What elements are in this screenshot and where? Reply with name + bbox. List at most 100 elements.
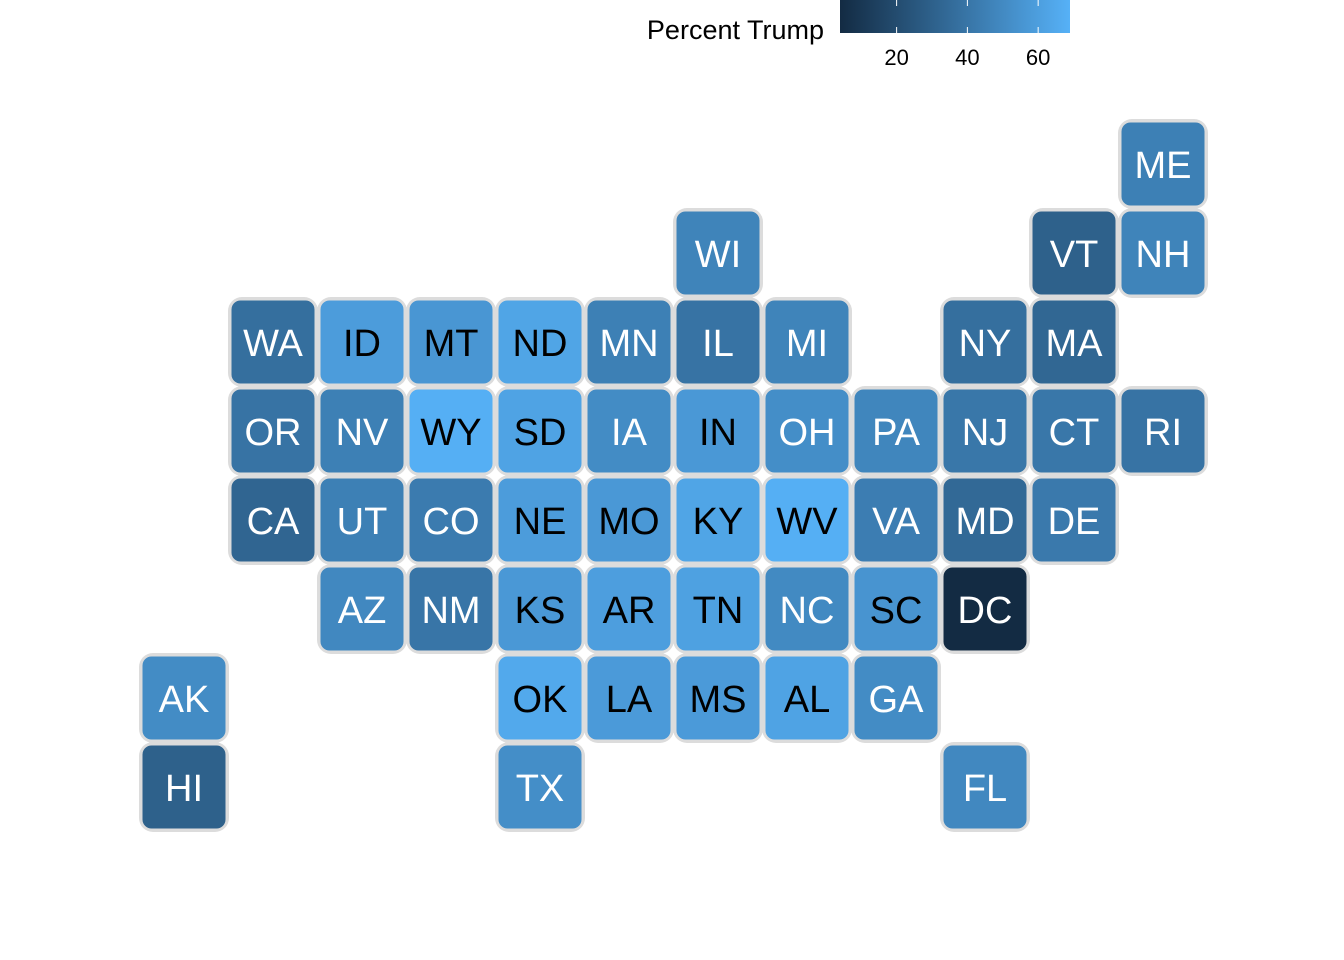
tile-fill [676,567,760,651]
tile-label: TN [693,590,744,632]
state-tile-wi: WI [673,208,763,298]
state-tile-pa: PA [851,386,941,476]
tile-label: OR [245,412,302,454]
state-tile-ks: KS [495,564,585,654]
tile-fill [587,567,671,651]
tile-fill [676,211,760,295]
state-tile-de: DE [1029,475,1119,565]
tile-label: ME [1135,145,1192,187]
state-tile-az: AZ [317,564,407,654]
tile-label: DE [1048,501,1101,543]
tile-fill [587,389,671,473]
tile-fill [676,478,760,562]
tile-fill [943,389,1027,473]
state-tile-in: IN [673,386,763,476]
state-tile-ct: CT [1029,386,1119,476]
tile-label: MD [955,501,1014,543]
state-tile-mt: MT [406,297,496,387]
legend-ticks: 20 40 60 [884,0,1050,70]
tile-fill [1121,389,1205,473]
tile-label: NE [514,501,567,543]
tile-fill [231,389,315,473]
tile-fill [1032,211,1116,295]
state-tile-tx: TX [495,742,585,832]
tile-fill [1121,211,1205,295]
legend: Percent Trump 20 40 60 [647,0,1070,70]
tile-fill [854,656,938,740]
state-tile-nh: NH [1118,208,1208,298]
tile-fill [231,478,315,562]
tile-label: WA [243,323,303,365]
tile-label: NJ [962,412,1008,454]
state-tile-wv: WV [762,475,852,565]
tile-fill [498,567,582,651]
state-tile-il: IL [673,297,763,387]
state-tile-al: AL [762,653,852,743]
tile-label: MS [690,679,747,721]
tile-fill [320,478,404,562]
state-tile-ky: KY [673,475,763,565]
tile-fill [587,656,671,740]
tile-label: NV [336,412,389,454]
tile-label: IN [699,412,737,454]
tile-label: LA [606,679,653,721]
tile-label: VT [1050,234,1099,276]
state-tile-nd: ND [495,297,585,387]
tile-fill [676,656,760,740]
tile-fill [409,478,493,562]
tile-label: FL [963,768,1007,810]
state-tile-nj: NJ [940,386,1030,476]
tile-label: KY [693,501,744,543]
state-tile-fl: FL [940,742,1030,832]
tile-fill [854,567,938,651]
tile-fill [765,567,849,651]
tile-label: KS [515,590,566,632]
state-tile-ok: OK [495,653,585,743]
state-tile-nc: NC [762,564,852,654]
legend-tick-label: 60 [1026,45,1050,70]
state-tile-la: LA [584,653,674,743]
tile-label: SD [514,412,567,454]
tile-label: GA [869,679,925,721]
tile-fill [142,656,226,740]
state-tile-ny: NY [940,297,1030,387]
state-tile-or: OR [228,386,318,476]
tile-label: UT [337,501,388,543]
state-tile-ak: AK [139,653,229,743]
tile-fill [1032,478,1116,562]
state-tile-mo: MO [584,475,674,565]
tile-label: SC [870,590,923,632]
tile-fill [320,567,404,651]
tile-fill [498,389,582,473]
tile-fill [676,389,760,473]
state-tile-co: CO [406,475,496,565]
tile-label: PA [872,412,921,454]
tile-label: WV [776,501,838,543]
tile-label: DC [958,590,1013,632]
state-tile-mi: MI [762,297,852,387]
tile-fill [1032,300,1116,384]
state-tile-oh: OH [762,386,852,476]
state-tile-ms: MS [673,653,763,743]
state-tile-ar: AR [584,564,674,654]
state-tile-nm: NM [406,564,496,654]
state-tile-ut: UT [317,475,407,565]
state-tile-vt: VT [1029,208,1119,298]
tile-fill [765,478,849,562]
legend-tick-label: 20 [884,45,908,70]
tile-fill [409,567,493,651]
tile-label: MT [424,323,479,365]
tile-fill [498,478,582,562]
state-tile-nv: NV [317,386,407,476]
legend-colorbar [840,0,1070,33]
state-tile-wa: WA [228,297,318,387]
tile-label: MN [599,323,658,365]
tile-label: CT [1049,412,1100,454]
tile-fill [943,567,1027,651]
state-tiles: ME WI VT NH WA ID MT ND MN IL MI NY MA OR NV WY SD IA IN OH… [139,119,1208,832]
tile-label: WY [420,412,481,454]
state-tile-dc: DC [940,564,1030,654]
tile-fill [498,656,582,740]
legend-title: Percent Trump [647,15,824,45]
